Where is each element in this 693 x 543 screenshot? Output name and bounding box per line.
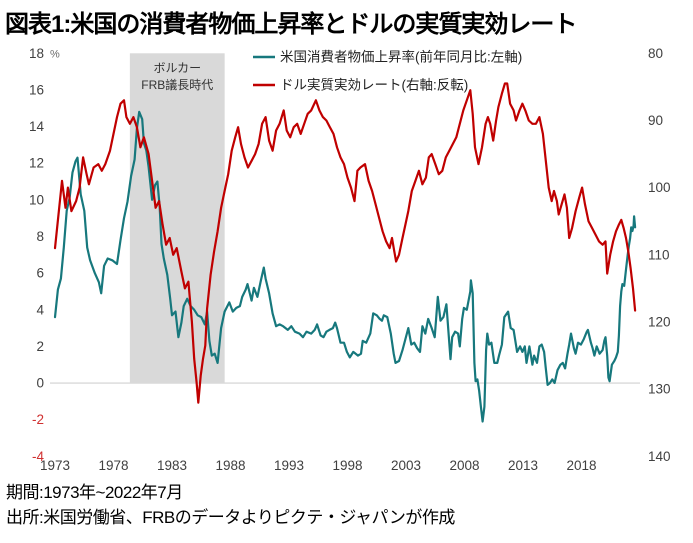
left-axis-tick: -2 xyxy=(32,412,44,427)
left-axis-tick: 0 xyxy=(36,376,44,391)
x-axis-tick: 1993 xyxy=(274,458,304,473)
chart-title: 図表1:米国の消費者物価上昇率とドルの実質実効レート xyxy=(5,11,577,38)
reer-line-series xyxy=(53,82,637,404)
volcker-era-label: FRB議長時代 xyxy=(141,78,213,92)
x-axis-tick: 2013 xyxy=(508,458,538,473)
left-axis-tick: 6 xyxy=(36,266,44,281)
right-axis-tick: 90 xyxy=(648,113,663,128)
left-axis-tick: 4 xyxy=(36,302,44,317)
legend-label-cpi: 米国消費者物価上昇率(前年同月比:左軸) xyxy=(280,49,522,65)
legend-label-reer: ドル実質実効レート(右軸:反転) xyxy=(280,78,468,93)
left-axis-unit-label: % xyxy=(50,48,60,60)
x-axis-tick: 1983 xyxy=(157,458,187,473)
footer-source: 出所:米国労働省、FRBのデータよりピクテ・ジャパンが作成 xyxy=(6,508,455,527)
x-axis-tick: 1973 xyxy=(40,458,70,473)
cpi-line-series xyxy=(53,110,637,423)
x-axis-tick: 1978 xyxy=(98,458,128,473)
right-axis-tick: 120 xyxy=(648,314,671,329)
right-axis-tick: 100 xyxy=(648,180,671,195)
left-axis-tick: 2 xyxy=(36,339,44,354)
x-axis-tick: 1988 xyxy=(215,458,245,473)
volcker-era-label: ボルカー xyxy=(153,61,201,75)
left-axis-tick: -4 xyxy=(32,449,44,464)
left-axis-tick: 12 xyxy=(29,156,44,171)
right-axis-tick: 80 xyxy=(648,46,663,61)
x-axis-tick: 2018 xyxy=(566,458,596,473)
x-axis-tick: 1998 xyxy=(332,458,362,473)
right-axis-tick: 140 xyxy=(648,449,671,464)
x-axis-tick: 2003 xyxy=(391,458,421,473)
footer-period: 期間:1973年~2022年7月 xyxy=(6,483,183,502)
right-axis-tick: 130 xyxy=(648,382,671,397)
x-axis-tick: 2008 xyxy=(449,458,479,473)
left-axis-tick: 18 xyxy=(29,46,44,61)
left-axis-tick: 8 xyxy=(36,229,44,244)
chart-footer: 期間:1973年~2022年7月 出所:米国労働省、FRBのデータよりピクテ・ジ… xyxy=(6,480,691,530)
left-axis-tick: 10 xyxy=(29,192,44,207)
right-axis-tick: 110 xyxy=(648,247,670,262)
left-axis-tick: 14 xyxy=(29,119,45,134)
left-axis-tick: 16 xyxy=(29,82,44,97)
